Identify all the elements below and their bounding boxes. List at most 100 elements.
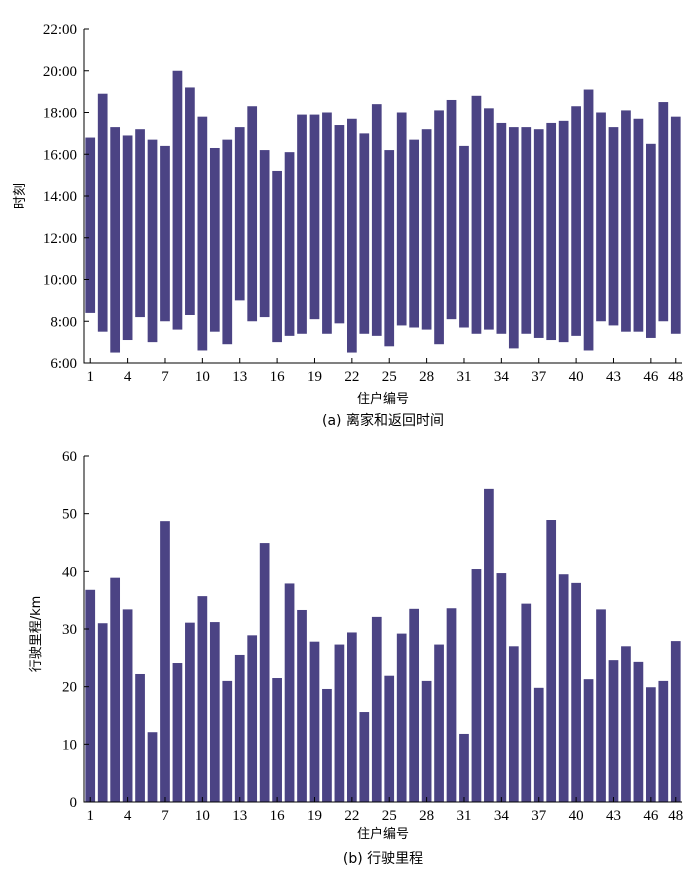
mileage-chart: 0 10 20 30 40 50 60 1 4 7 10 13 16 19 22 25 28 31 34 37 40 4… xyxy=(29,449,683,867)
mileage-bar-38 xyxy=(546,520,557,802)
departure-return-y-tick-label: 14:00 xyxy=(43,189,77,205)
mileage-bar-37 xyxy=(533,687,544,802)
mileage-bar-42 xyxy=(596,609,606,802)
departure-return-bar-43 xyxy=(608,127,619,326)
departure-return-x-tick-label: 40 xyxy=(569,369,584,385)
departure-return-bar-11 xyxy=(209,147,220,332)
departure-return-bars xyxy=(85,70,681,353)
departure-return-bar-12 xyxy=(222,139,233,345)
mileage-bar-48 xyxy=(670,641,681,802)
departure-return-x-label: 住户编号 xyxy=(357,391,409,407)
departure-return-y-tick-label: 22:00 xyxy=(43,22,77,38)
mileage-bar-33 xyxy=(484,488,494,802)
mileage-bar-39 xyxy=(558,574,569,802)
mileage-bar-32 xyxy=(471,569,482,802)
departure-return-bar-25 xyxy=(384,150,395,347)
departure-return-bar-6 xyxy=(147,139,158,343)
departure-return-bar-31 xyxy=(459,145,469,328)
departure-return-bar-42 xyxy=(596,112,606,322)
mileage-y-tick-label: 20 xyxy=(62,680,77,696)
mileage-x-ticks: 1 4 7 10 13 16 19 22 25 28 31 34 37 40 43 46 48 xyxy=(86,797,683,824)
departure-return-y-ticks: 6:00 8:00 10:00 12:00 14:00 16:00 18:00 20:00 22… xyxy=(43,22,89,372)
departure-return-bar-27 xyxy=(409,139,420,328)
mileage-bar-34 xyxy=(496,573,507,802)
mileage-bar-23 xyxy=(359,712,370,802)
departure-return-bar-37 xyxy=(533,129,544,338)
departure-return-x-tick-label: 7 xyxy=(161,369,169,385)
mileage-y-tick-label: 60 xyxy=(62,449,77,465)
mileage-bar-24 xyxy=(371,616,382,802)
departure-return-bar-28 xyxy=(421,129,432,330)
mileage-x-tick-label: 31 xyxy=(456,808,471,824)
mileage-x-tick-label: 37 xyxy=(531,808,547,824)
mileage-bar-40 xyxy=(571,582,581,802)
departure-return-bar-26 xyxy=(396,112,407,326)
mileage-y-tick-label: 10 xyxy=(62,737,77,753)
mileage-bar-4 xyxy=(122,609,133,802)
mileage-bar-14 xyxy=(247,635,258,802)
mileage-y-ticks: 0 10 20 30 40 50 60 xyxy=(62,449,89,811)
mileage-bar-17 xyxy=(284,583,295,802)
departure-return-x-tick-label: 34 xyxy=(494,369,510,385)
departure-return-bar-21 xyxy=(334,125,345,324)
mileage-y-tick-label: 50 xyxy=(62,507,77,523)
departure-return-bar-3 xyxy=(110,127,121,353)
departure-return-x-tick-label: 16 xyxy=(270,369,286,385)
mileage-x-tick-label: 19 xyxy=(307,808,322,824)
mileage-bar-12 xyxy=(222,680,233,802)
mileage-bar-16 xyxy=(272,678,282,802)
mileage-bar-47 xyxy=(658,680,669,802)
departure-return-bar-45 xyxy=(633,118,644,332)
mileage-x-tick-label: 4 xyxy=(124,808,132,824)
departure-return-x-tick-label: 13 xyxy=(232,369,247,385)
departure-return-bar-2 xyxy=(97,93,108,332)
mileage-y-tick-label: 0 xyxy=(70,795,78,811)
departure-return-bar-32 xyxy=(471,95,482,334)
mileage-x-tick-label: 16 xyxy=(270,808,286,824)
departure-return-y-tick-label: 16:00 xyxy=(43,147,77,163)
mileage-x-tick-label: 25 xyxy=(382,808,397,824)
departure-return-bar-41 xyxy=(583,89,594,351)
mileage-caption: (b) 行驶里程 xyxy=(343,851,423,867)
departure-return-bar-20 xyxy=(322,112,332,334)
departure-return-x-tick-label: 43 xyxy=(606,369,621,385)
mileage-y-tick-label: 30 xyxy=(62,622,77,638)
mileage-bar-21 xyxy=(334,644,345,802)
departure-return-y-tick-label: 18:00 xyxy=(43,106,77,122)
departure-return-x-ticks: 1 4 7 10 13 16 19 22 25 28 31 34 37 40 43 46 48 xyxy=(86,358,683,385)
mileage-bar-27 xyxy=(409,608,420,802)
departure-return-x-tick-label: 46 xyxy=(643,369,659,385)
departure-return-bar-48 xyxy=(670,116,681,334)
departure-return-x-tick-label: 10 xyxy=(195,369,210,385)
mileage-bar-31 xyxy=(459,733,469,802)
departure-return-x-tick-label: 31 xyxy=(456,369,471,385)
mileage-x-tick-label: 28 xyxy=(419,808,434,824)
departure-return-x-tick-label: 22 xyxy=(344,369,359,385)
mileage-x-tick-label: 34 xyxy=(494,808,510,824)
mileage-bar-19 xyxy=(309,641,320,802)
mileage-bar-7 xyxy=(160,521,170,802)
mileage-x-label: 住户编号 xyxy=(357,826,409,842)
mileage-bar-18 xyxy=(297,609,307,802)
departure-return-bar-46 xyxy=(646,143,656,338)
departure-return-bar-17 xyxy=(284,152,295,336)
mileage-bar-15 xyxy=(259,543,270,802)
mileage-y-label: 行驶里程/km xyxy=(29,596,44,673)
mileage-bar-28 xyxy=(421,680,432,802)
mileage-bar-9 xyxy=(185,622,195,802)
mileage-bar-22 xyxy=(347,632,357,802)
mileage-bar-25 xyxy=(384,675,395,802)
departure-return-bar-22 xyxy=(347,118,357,353)
departure-return-bar-23 xyxy=(359,133,370,334)
departure-return-bar-7 xyxy=(160,145,170,322)
departure-return-bar-30 xyxy=(446,99,457,320)
departure-return-y-tick-label: 20:00 xyxy=(43,64,77,80)
departure-return-bar-1 xyxy=(85,137,96,313)
mileage-bar-3 xyxy=(110,577,121,802)
departure-return-x-tick-label: 4 xyxy=(124,369,132,385)
departure-return-bar-15 xyxy=(259,150,270,318)
mileage-bar-30 xyxy=(446,608,457,802)
mileage-bar-43 xyxy=(608,660,619,802)
mileage-y-tick-label: 40 xyxy=(62,564,77,580)
